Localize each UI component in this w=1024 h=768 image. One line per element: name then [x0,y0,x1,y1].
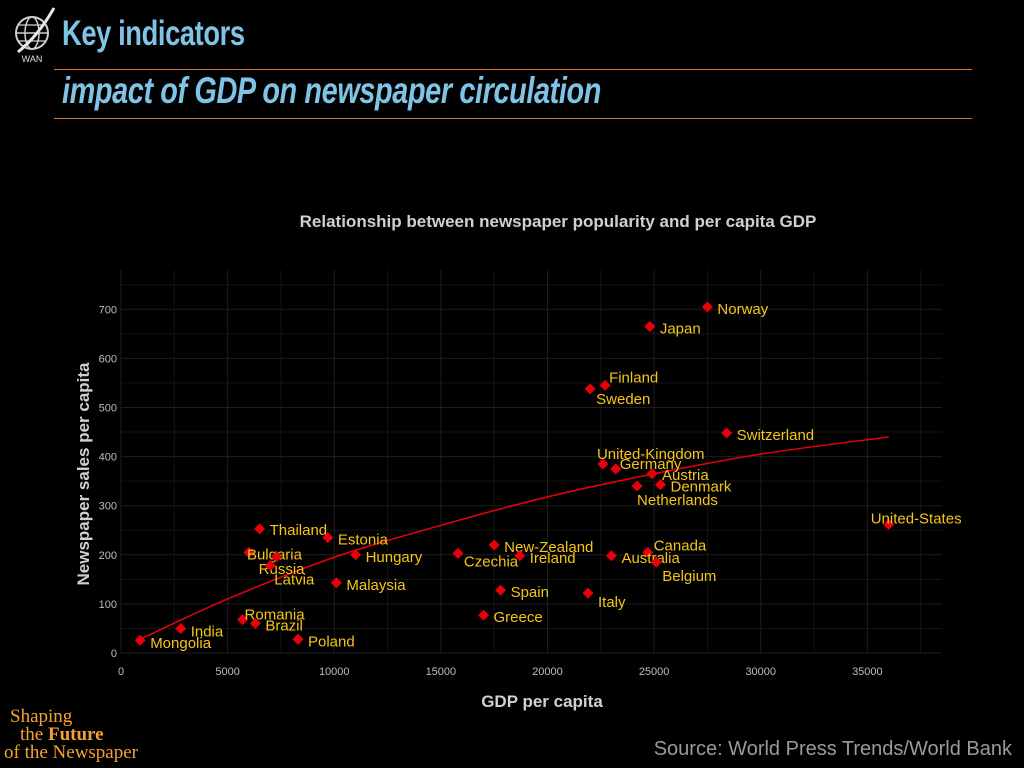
data-point-label: Netherlands [637,492,718,509]
data-point-label: Japan [660,320,701,337]
data-point-label: Mongolia [150,635,212,652]
logo-text: WAN [22,54,43,64]
data-point-marker [610,463,622,475]
data-point-label: Brazil [265,618,303,635]
data-point-label: Estonia [338,532,389,549]
data-point-label: Romania [245,607,306,624]
scatter-chart: 0 5000 10000 15000 20000 25000 30000 35000 0 100 2… [74,212,962,711]
y-axis-label: Newspaper sales per capita [74,362,93,586]
page-title: Key indicators [62,14,245,53]
data-point-marker [452,547,464,559]
data-point-label: United-States [871,510,962,527]
data-point-marker [292,633,304,645]
data-point-marker [350,549,362,561]
data-point-marker [650,556,662,568]
data-point-label: Canada [654,537,707,554]
y-tick-label: 600 [99,353,117,365]
tagline-line3: of the Newspaper [4,742,139,763]
x-tick-label: 0 [118,666,124,678]
y-tick-label: 500 [99,402,117,414]
subtitle-divider [54,118,972,119]
y-tick-label: 200 [99,550,117,562]
page-subtitle: impact of GDP on newspaper circulation [62,70,601,111]
data-point-label: Belgium [662,568,716,585]
data-point-marker [488,539,500,551]
x-tick-label: 10000 [319,666,350,678]
data-point-label: Thailand [270,522,328,539]
data-point-label: Norway [717,301,768,318]
data-point-label: India [191,623,224,640]
data-point-marker [599,379,611,391]
data-point-label: Latvia [274,572,315,589]
data-point-marker [721,427,733,439]
data-point-label: New-Zealand [504,539,593,556]
data-point-marker [330,577,342,589]
data-point-marker [243,546,255,558]
data-point-label: Finland [609,369,658,386]
data-point-marker [631,480,643,492]
data-point-label: Spain [511,584,549,601]
data-point-label: Poland [308,633,355,650]
y-tick-label: 300 [99,501,117,513]
data-point-label: Italy [598,594,626,611]
data-point-label: Ireland [530,550,576,567]
x-tick-label: 25000 [639,666,670,678]
data-point-marker [605,550,617,562]
data-point-marker [271,551,283,563]
data-point-marker [264,560,276,572]
tagline-line1: Shaping [10,706,73,727]
y-tick-label: 400 [99,452,117,464]
x-tick-label: 35000 [852,666,883,678]
data-point-label: Australia [621,550,680,567]
data-point-marker [175,622,187,634]
data-point-label: United-Kingdom [597,446,705,463]
data-points: Norway Japan Finland Sweden Switzerland Unite… [134,301,962,652]
data-point-label: Czechia [464,553,519,570]
trend-line [139,436,889,640]
data-point-marker [582,587,594,599]
data-point-marker [655,479,667,491]
data-point-marker [642,546,654,558]
x-axis-label: GDP per capita [481,692,603,711]
data-point-marker [478,609,490,621]
x-tick-label: 20000 [532,666,563,678]
y-tick-label: 700 [99,304,117,316]
data-point-label: Greece [494,609,543,626]
y-tick-label: 0 [111,648,117,660]
data-point-label: Denmark [671,479,732,496]
data-point-marker [701,301,713,313]
data-point-label: Malaysia [346,577,406,594]
chart-title: Relationship between newspaper popularit… [300,212,817,231]
data-point-marker [644,320,656,332]
data-point-marker [322,532,334,544]
data-point-label: Austria [662,467,709,484]
wan-logo: WAN [8,6,58,64]
data-point-label: Sweden [596,391,650,408]
tagline-line2-prefix: the [20,724,44,745]
data-point-marker [883,518,895,530]
data-point-label: Switzerland [737,427,815,444]
data-point-marker [514,550,526,562]
tagline: Shaping the Future of the Newspaper [4,706,139,763]
data-point-marker [597,458,609,470]
source-note: Source: World Press Trends/World Bank [653,738,1012,760]
y-tick-label: 100 [99,599,117,611]
data-point-marker [646,468,658,480]
data-point-marker [584,383,596,395]
data-point-marker [495,584,507,596]
data-point-marker [254,523,266,535]
data-point-marker [237,614,249,626]
chart-grid [120,270,942,654]
data-point-label: Hungary [366,549,423,566]
chart-axes: 0 5000 10000 15000 20000 25000 30000 35000 0 100 2… [99,304,883,678]
x-tick-label: 15000 [426,666,457,678]
tagline-line2: the Future [4,724,138,745]
x-tick-label: 5000 [215,666,239,678]
tagline-line2-bold: Future [47,724,104,745]
x-tick-label: 30000 [745,666,776,678]
title-divider [54,69,972,70]
data-point-marker [249,618,261,630]
data-point-marker [134,634,146,646]
data-point-label: Germany [620,456,682,473]
